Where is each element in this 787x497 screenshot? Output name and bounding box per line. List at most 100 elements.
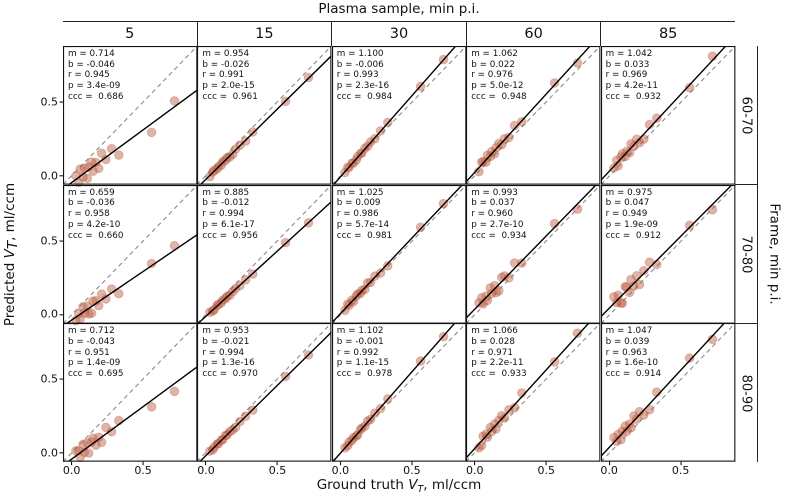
data-point (608, 163, 619, 173)
identity-line (600, 322, 736, 463)
regression-line (331, 323, 456, 462)
data-point (487, 426, 497, 437)
data-point (146, 402, 157, 412)
regression-line (600, 184, 733, 317)
identity-line (600, 184, 736, 324)
stats-annotation: m = 0.659 b = -0.036 r = 0.958 p = 4.2e-… (68, 187, 124, 241)
row-header-text: 70-80 (738, 235, 754, 273)
panel-80-90-15: m = 0.953 b = -0.021 r = 0.994 p = 1.3e-… (196, 322, 333, 466)
row-header-70-80: 70-80 (735, 184, 757, 323)
data-point (478, 156, 489, 167)
scatter-plot-60-70-60 (465, 45, 601, 186)
data-point (549, 78, 560, 88)
panel-spines (600, 46, 735, 185)
regression-line (466, 323, 590, 459)
data-point (481, 157, 491, 168)
panel-70-80-15: m = 0.885 b = -0.012 r = 0.994 p = 6.1e-… (196, 184, 333, 324)
data-point (572, 58, 583, 68)
panel-60-70-30: m = 1.100 b = -0.006 r = 0.993 p = 2.3e-… (331, 45, 467, 186)
data-point (494, 285, 504, 296)
data-point (86, 157, 97, 167)
regression-line (466, 184, 598, 319)
panel-60-70-5: m = 0.714 b = -0.046 r = 0.945 p = 3.4e-… (59, 45, 198, 188)
data-point (497, 139, 507, 150)
data-point (489, 280, 500, 291)
panel-spines (331, 184, 467, 324)
identity-line (465, 184, 601, 324)
scatter-plot-70-80-30 (331, 184, 467, 324)
regression-line (600, 323, 725, 458)
x-tick-label: 0.0 (466, 464, 484, 477)
regression-line (199, 332, 332, 462)
x-tick-label: 0.5 (671, 464, 690, 477)
data-point (477, 440, 487, 451)
panel-80-90-5: m = 0.712 b = -0.043 r = 0.951 p = 1.4e-… (59, 322, 198, 466)
data-point (481, 429, 491, 440)
scatter-plot-60-70-5 (59, 45, 198, 188)
panel-spines (600, 184, 735, 324)
data-point (631, 414, 642, 425)
scatter-plot-70-80-60 (465, 184, 601, 324)
data-point (628, 280, 639, 291)
scatter-plot-70-80-5 (59, 184, 198, 326)
stats-annotation: m = 1.047 b = 0.039 r = 0.963 p = 1.6e-1… (605, 326, 662, 380)
regression-line (67, 89, 198, 185)
column-headers: 5 15 30 60 85 (63, 21, 735, 46)
identity-line (600, 45, 736, 186)
data-point (624, 419, 634, 430)
regression-line (197, 200, 332, 324)
row-header-text: 60-70 (738, 96, 754, 134)
panel-70-80-30: m = 1.025 b = 0.009 r = 0.986 p = 5.7e-1… (331, 184, 467, 324)
panel-60-70-60: m = 1.062 b = 0.022 r = 0.976 p = 5.0e-1… (465, 45, 601, 186)
data-point (477, 157, 487, 167)
scatter-panel-grid: m = 0.714 b = -0.046 r = 0.945 p = 3.4e-… (59, 45, 736, 466)
x-tick-label: 0.0 (197, 464, 215, 477)
x-tick-label: 0.0 (62, 464, 81, 477)
data-point (620, 281, 630, 292)
data-point (487, 146, 497, 157)
data-point (478, 431, 489, 442)
data-point (352, 288, 363, 299)
data-point (638, 134, 649, 144)
data-point (225, 152, 236, 162)
data-point (651, 113, 662, 123)
data-point (644, 405, 654, 415)
data-point (638, 265, 649, 276)
regression-line (331, 184, 463, 323)
data-point (611, 155, 622, 166)
stats-annotation: m = 1.025 b = 0.009 r = 0.986 p = 5.7e-1… (336, 187, 393, 241)
data-point (517, 257, 527, 268)
panel-spines (63, 46, 198, 185)
data-point (96, 288, 107, 299)
x-tick-label: 0.5 (403, 464, 421, 477)
data-point (684, 220, 694, 230)
identity-line (62, 45, 198, 186)
scatter-plot-70-80-85 (600, 184, 736, 324)
right-axis-title-text: Frame, min p.i. (767, 203, 784, 305)
data-point (71, 446, 81, 456)
data-point (684, 82, 694, 93)
stats-annotation: m = 0.975 b = 0.047 r = 0.949 p = 1.9e-0… (605, 187, 662, 241)
data-point (485, 151, 496, 162)
data-point (101, 154, 111, 165)
y-tick-label: 0.0 (40, 307, 59, 321)
panel-60-70-15: m = 0.954 b = -0.026 r = 0.991 p = 2.0e-… (196, 45, 333, 186)
x-tick-label: 0.5 (537, 464, 556, 477)
row-header-60-70: 60-70 (735, 46, 757, 184)
y-tick-label: 0.5 (40, 234, 59, 248)
data-point (608, 291, 619, 302)
data-point (382, 260, 393, 271)
data-point (504, 132, 514, 143)
panel-spines (197, 184, 332, 324)
data-point (628, 141, 639, 151)
data-point (644, 257, 654, 267)
data-point (615, 152, 626, 162)
x-axis-label-post: , ml/ccm (423, 477, 482, 493)
data-point (359, 284, 370, 294)
panel-spines (63, 184, 198, 324)
regression-line (332, 46, 457, 185)
panel-80-90-30: m = 1.102 b = -0.001 r = 0.992 p = 1.1e-… (331, 322, 467, 466)
regression-line (66, 366, 198, 462)
panel-spines (600, 323, 735, 463)
